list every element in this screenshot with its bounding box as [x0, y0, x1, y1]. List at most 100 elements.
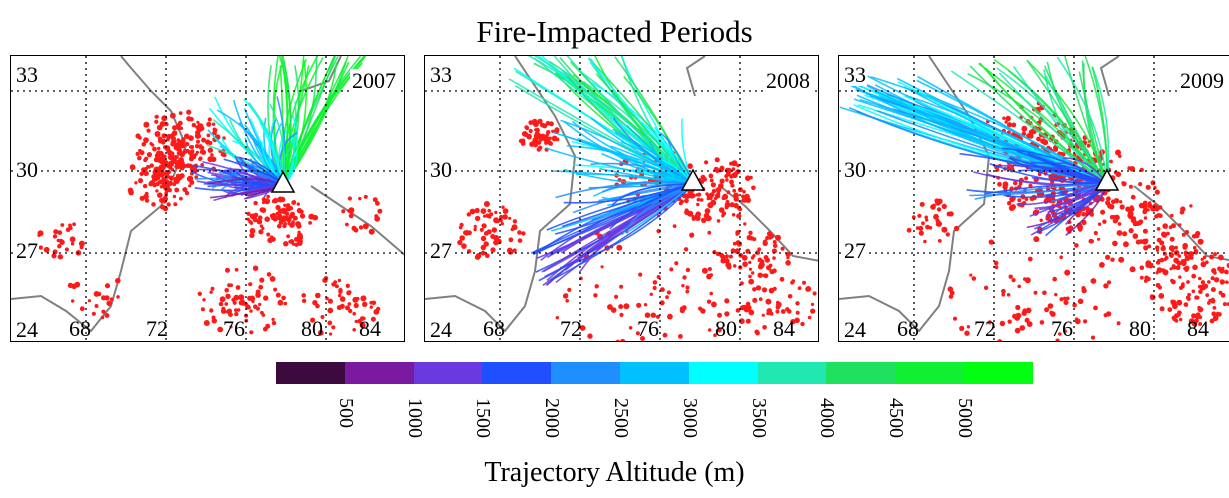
fire-point: [234, 267, 239, 272]
colorbar-axis-title: Trajectory Altitude (m): [484, 457, 745, 488]
fire-point: [919, 201, 925, 207]
fire-point: [234, 308, 238, 312]
longitude-label: 84: [773, 316, 795, 341]
fire-point: [1198, 289, 1203, 295]
longitude-label: 84: [1187, 316, 1209, 341]
fire-point: [755, 285, 762, 291]
fire-point: [757, 247, 762, 252]
fire-point: [752, 254, 756, 258]
fire-point: [1218, 290, 1223, 295]
colorbar-tick-label: 1500: [472, 398, 495, 438]
fire-point: [1161, 245, 1166, 249]
fire-point: [1112, 218, 1118, 224]
longitude-label: 80: [1129, 316, 1151, 341]
fire-point: [643, 303, 648, 307]
fire-point: [194, 175, 199, 179]
fire-point: [502, 208, 509, 215]
fire-point: [650, 312, 656, 318]
fire-point: [354, 319, 358, 324]
fire-point: [100, 315, 105, 320]
fire-point: [229, 283, 233, 287]
fire-point: [232, 300, 237, 305]
fire-point: [1217, 312, 1222, 317]
fire-point: [206, 133, 211, 138]
fire-point: [776, 301, 782, 308]
fire-point: [240, 299, 245, 304]
fire-point: [923, 239, 927, 244]
fire-point: [109, 297, 114, 301]
fire-point: [969, 273, 973, 277]
fire-point: [763, 255, 769, 260]
fire-point: [918, 230, 924, 236]
fire-point: [207, 147, 213, 153]
trajectory-line: [950, 70, 1108, 185]
fire-point: [911, 215, 916, 220]
fire-point: [739, 305, 745, 311]
fire-point: [249, 232, 255, 239]
fire-point: [739, 281, 744, 286]
fire-point: [771, 248, 777, 254]
fire-point: [1113, 198, 1120, 204]
fire-point: [1127, 210, 1134, 217]
fire-point: [546, 130, 551, 135]
fire-point: [544, 140, 549, 145]
fire-point: [983, 285, 989, 290]
fire-point: [1144, 238, 1149, 243]
fire-point: [933, 213, 939, 220]
fire-point: [511, 224, 518, 231]
colorbar-tick-label: 2500: [610, 398, 632, 438]
fire-point: [1099, 262, 1105, 268]
fire-point: [238, 294, 245, 301]
trajectory-line: [559, 183, 694, 269]
fire-point: [327, 320, 333, 326]
fire-point: [548, 141, 553, 146]
fire-point: [283, 241, 289, 247]
trajectory-line: [614, 56, 694, 185]
fire-point: [283, 301, 288, 306]
fire-point: [139, 150, 145, 156]
fire-point: [1065, 226, 1071, 232]
fire-point: [1167, 307, 1173, 312]
fire-point: [1042, 139, 1049, 146]
fire-point: [71, 299, 75, 303]
fire-point: [341, 209, 346, 214]
latitude-label: 33: [429, 62, 453, 87]
fire-point: [698, 306, 703, 311]
fire-point: [706, 215, 712, 221]
fire-point: [358, 196, 362, 201]
fire-point: [655, 314, 660, 319]
fire-point: [353, 302, 359, 309]
fire-point: [1225, 280, 1229, 284]
fire-point: [1123, 242, 1128, 247]
fire-point: [1145, 184, 1151, 190]
fire-point: [271, 317, 275, 322]
fire-point: [710, 182, 716, 188]
fire-point: [194, 152, 198, 157]
fire-point: [748, 309, 755, 316]
fire-point: [1093, 305, 1098, 311]
fire-point: [1197, 306, 1204, 313]
fire-point: [1062, 296, 1067, 301]
fire-point: [732, 188, 737, 193]
fire-point: [1184, 267, 1189, 272]
fire-point: [275, 292, 281, 298]
fire-point: [290, 211, 295, 217]
fire-point: [1107, 203, 1113, 209]
fire-point: [162, 206, 169, 212]
fire-point: [1050, 311, 1056, 317]
fire-point: [945, 232, 950, 237]
fire-point: [143, 170, 149, 177]
fire-point: [1155, 260, 1161, 265]
fire-point: [1059, 297, 1064, 302]
fire-point: [294, 242, 299, 247]
fire-point: [167, 188, 172, 193]
fire-point: [259, 277, 265, 283]
colorbar-tick-label: 3500: [747, 398, 770, 438]
fire-point: [544, 134, 548, 139]
fire-point: [759, 261, 765, 268]
fire-point: [43, 246, 50, 253]
fire-point: [636, 302, 642, 308]
fire-point: [1001, 292, 1005, 297]
fire-point: [755, 250, 761, 256]
fire-point: [769, 311, 774, 316]
